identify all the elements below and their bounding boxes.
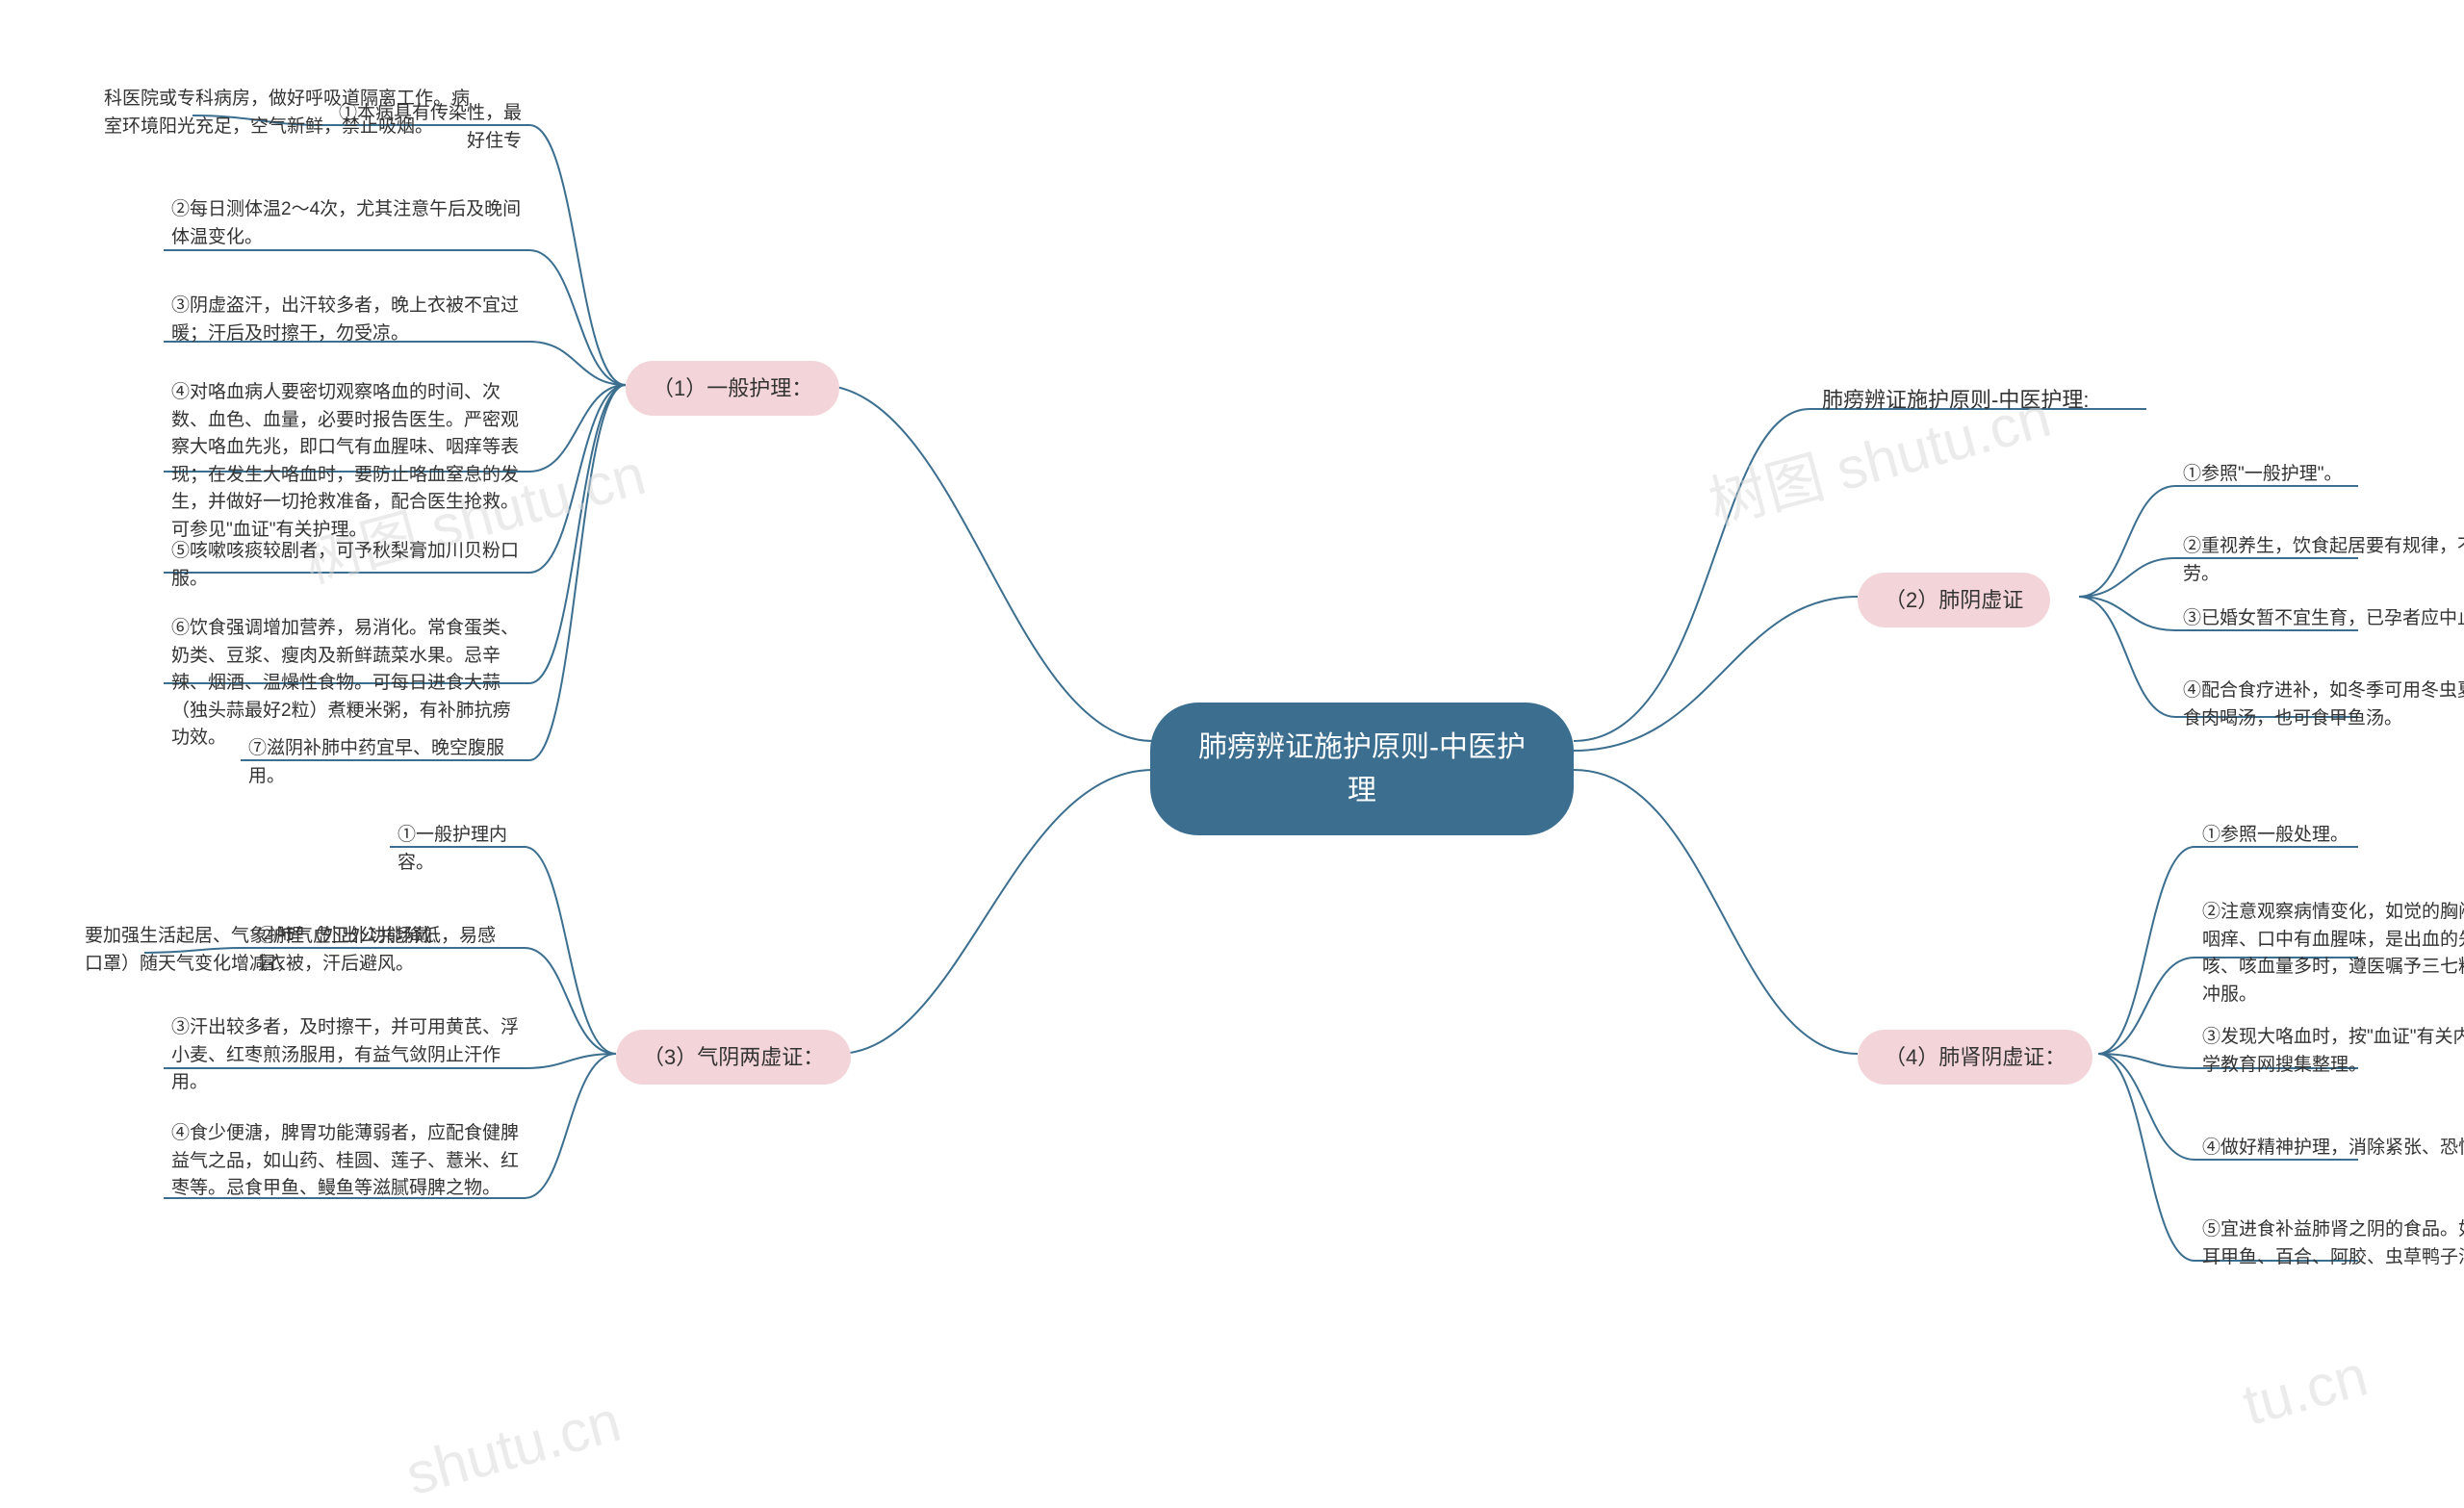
b2-leaf-2[interactable]: ②重视养生，饮食起居要有规律，不宜过劳。 xyxy=(2175,529,2464,592)
branch-1[interactable]: （1）一般护理： xyxy=(626,361,839,416)
watermark-3: shutu.cn xyxy=(399,1388,628,1508)
b2-leaf-1[interactable]: ①参照"一般护理"。 xyxy=(2175,457,2368,493)
b1-leaf-5[interactable]: ⑤咳嗽咳痰较剧者，可予秋梨膏加川贝粉口服。 xyxy=(164,534,529,597)
mindmap-canvas: 树图 shutu.cn 树图 shutu.cn shutu.cn tu.cn 肺… xyxy=(0,0,2464,1479)
branch-2[interactable]: （2）肺阴虚证 xyxy=(1858,573,2050,627)
b2-leaf-4[interactable]: ④配合食疗进补，如冬季可用冬虫夏草炖母鸭，食肉喝汤，也可食甲鱼汤。 xyxy=(2175,674,2464,736)
b1-leaf-3[interactable]: ③阴虚盗汗，出汗较多者，晚上衣被不宜过暖；汗后及时擦干，勿受凉。 xyxy=(164,289,529,351)
b1-leaf-7[interactable]: ⑦滋阴补肺中药宜早、晚空腹服用。 xyxy=(241,731,529,794)
b3-leaf-3[interactable]: ③汗出较多者，及时擦干，并可用黄芪、浮小麦、红枣煎汤服用，有益气敛阴止汗作用。 xyxy=(164,1010,529,1101)
b4-leaf-3[interactable]: ③发现大咯血时，按"血证"有关内容护理医学教育网搜集整理。 xyxy=(2194,1020,2464,1083)
b3-leaf-2-extra: 要加强生活起居、气象护理（外出公共场戴口罩）随天气变化增减衣被，汗后避风。 xyxy=(77,919,443,982)
watermark-4: tu.cn xyxy=(2236,1342,2374,1438)
header-node[interactable]: 肺痨辨证施护原则-中医护理: xyxy=(1814,380,2096,420)
center-node[interactable]: 肺痨辨证施护原则-中医护理 xyxy=(1150,703,1574,835)
b4-leaf-2[interactable]: ②注意观察病情变化，如觉的胸闷、烦躁、咽痒、口中有血腥味，是出血的先兆。呛咳、咳… xyxy=(2194,895,2464,1012)
b1-leaf-1-extra: 科医院或专科病房，做好呼吸道隔离工作。病室环境阳光充足，空气新鲜，禁止吸烟。 xyxy=(96,82,481,144)
b4-leaf-1[interactable]: ①参照一般处理。 xyxy=(2194,818,2387,854)
b3-leaf-4[interactable]: ④食少便溏，脾胃功能薄弱者，应配食健脾益气之品，如山药、桂圆、莲子、薏米、红枣等… xyxy=(164,1116,529,1207)
branch-4[interactable]: （4）肺肾阴虚证： xyxy=(1858,1030,2092,1085)
b1-leaf-2[interactable]: ②每日测体温2～4次，尤其注意午后及晚间体温变化。 xyxy=(164,192,529,255)
branch-3[interactable]: （3）气阴两虚证： xyxy=(616,1030,851,1085)
b2-leaf-3[interactable]: ③已婚女暂不宜生育，已孕者应中止妊娠。 xyxy=(2175,601,2464,637)
b1-leaf-4[interactable]: ④对咯血病人要密切观察咯血的时间、次数、血色、血量，必要时报告医生。严密观察大咯… xyxy=(164,375,529,548)
b4-leaf-5[interactable]: ⑤宜进食补益肺肾之阴的食品。如桑椹、银耳甲鱼、百合、阿胶、虫草鸭子汤等。 xyxy=(2194,1213,2464,1275)
b3-leaf-1[interactable]: ①一般护理内容。 xyxy=(390,818,534,881)
b4-leaf-4[interactable]: ④做好精神护理，消除紧张、恐惧心理。 xyxy=(2194,1131,2464,1166)
